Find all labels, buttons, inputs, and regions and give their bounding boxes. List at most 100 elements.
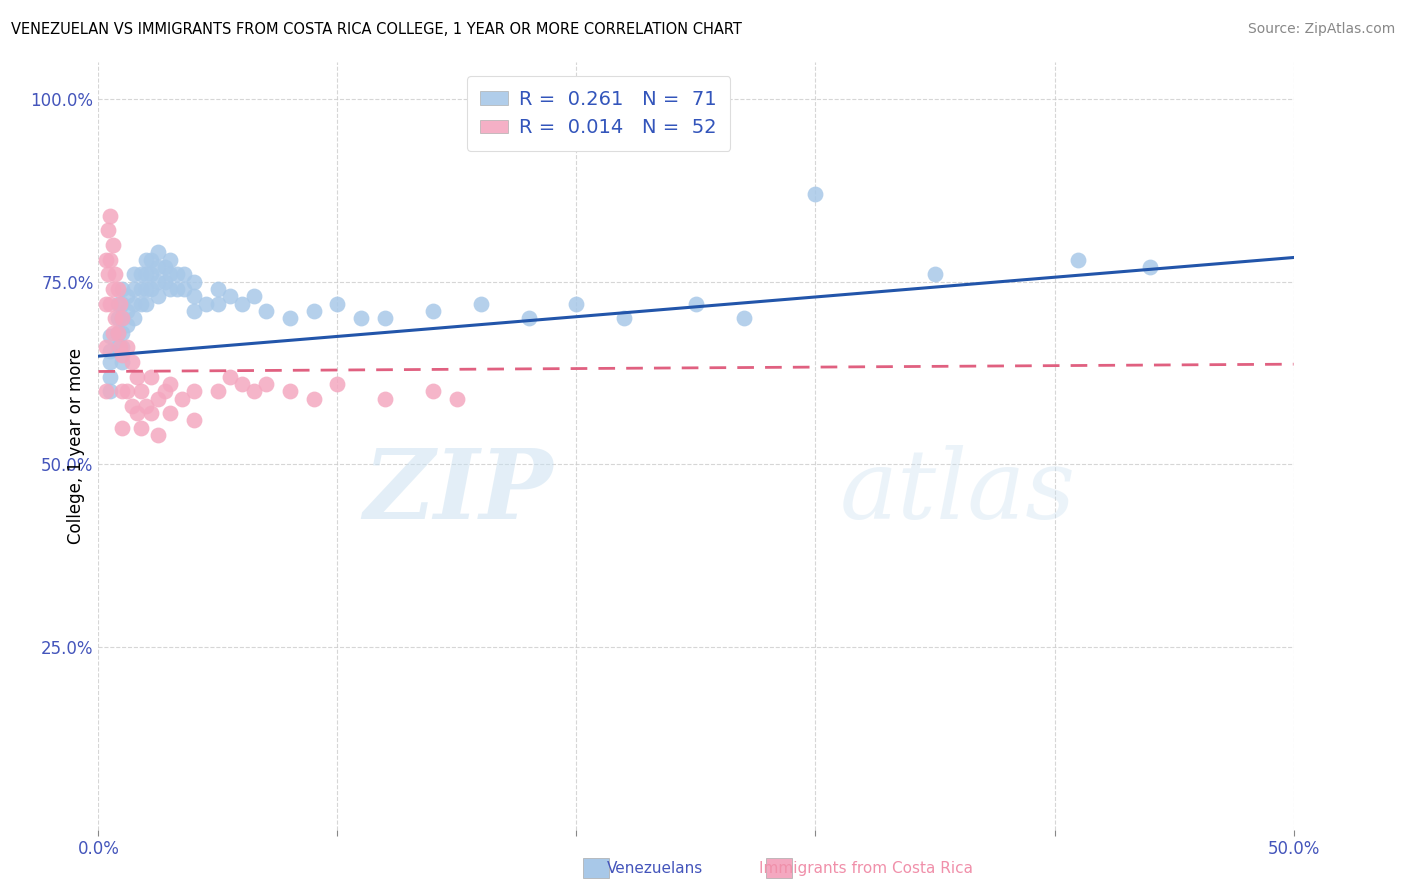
Point	[108, 296, 131, 310]
Point	[139, 369, 162, 384]
Text: atlas: atlas	[839, 445, 1076, 539]
Point	[254, 303, 277, 318]
Point	[125, 369, 148, 384]
Point	[326, 376, 349, 391]
Point	[115, 289, 138, 303]
Point	[135, 399, 157, 413]
Point	[111, 311, 134, 326]
Point	[139, 282, 162, 296]
Point	[1139, 260, 1161, 274]
Point	[101, 326, 124, 340]
Point	[107, 326, 129, 340]
Point	[107, 282, 129, 296]
Point	[115, 384, 138, 399]
Point	[124, 282, 146, 296]
Point	[278, 311, 301, 326]
Point	[107, 311, 129, 326]
Point	[685, 296, 707, 310]
Point	[115, 303, 138, 318]
Point	[139, 252, 162, 267]
Point	[207, 384, 229, 399]
Point	[159, 376, 181, 391]
Point	[139, 268, 162, 282]
Point	[219, 289, 242, 303]
Point	[183, 303, 205, 318]
Point	[104, 268, 127, 282]
Point	[278, 384, 301, 399]
Point	[148, 289, 170, 303]
Point	[183, 289, 205, 303]
Point	[207, 282, 229, 296]
Point	[135, 296, 157, 310]
Point	[207, 296, 229, 310]
Point	[131, 296, 153, 310]
Point	[148, 245, 170, 260]
Point	[374, 311, 396, 326]
Point	[101, 238, 124, 252]
Point	[804, 186, 827, 201]
Point	[148, 428, 170, 442]
Point	[94, 296, 117, 310]
Point	[108, 340, 131, 354]
Text: Venezuelans: Venezuelans	[607, 861, 703, 876]
Point	[104, 311, 127, 326]
Point	[243, 289, 266, 303]
Point	[135, 268, 157, 282]
Point	[183, 413, 205, 427]
Point	[97, 268, 120, 282]
Bar	[766, 858, 792, 878]
Legend: R =  0.261   N =  71, R =  0.014   N =  52: R = 0.261 N = 71, R = 0.014 N = 52	[467, 76, 730, 151]
Point	[111, 296, 134, 310]
Text: VENEZUELAN VS IMMIGRANTS FROM COSTA RICA COLLEGE, 1 YEAR OR MORE CORRELATION CHA: VENEZUELAN VS IMMIGRANTS FROM COSTA RICA…	[11, 22, 742, 37]
Point	[159, 268, 181, 282]
Point	[121, 399, 143, 413]
Point	[98, 369, 122, 384]
Point	[517, 311, 540, 326]
Point	[131, 268, 153, 282]
Point	[101, 282, 124, 296]
Point	[243, 384, 266, 399]
Point	[350, 311, 373, 326]
Point	[159, 252, 181, 267]
Point	[111, 282, 134, 296]
Point	[135, 282, 157, 296]
Point	[148, 392, 170, 406]
Point	[254, 376, 277, 391]
Point	[94, 252, 117, 267]
Point	[183, 275, 205, 289]
Point	[422, 303, 444, 318]
Point	[148, 260, 170, 274]
Point	[166, 282, 188, 296]
Point	[159, 406, 181, 420]
Point	[173, 282, 195, 296]
Text: ZIP: ZIP	[363, 445, 553, 539]
Point	[195, 296, 218, 310]
Point	[98, 252, 122, 267]
Point	[124, 311, 146, 326]
Point	[302, 303, 325, 318]
Point	[159, 282, 181, 296]
Point	[115, 340, 138, 354]
Point	[155, 384, 177, 399]
Point	[125, 406, 148, 420]
Point	[613, 311, 636, 326]
Point	[135, 252, 157, 267]
Point	[172, 392, 194, 406]
Point	[107, 340, 129, 354]
Point	[302, 392, 325, 406]
Point	[111, 311, 134, 326]
Point	[131, 384, 153, 399]
Point	[94, 340, 117, 354]
Point	[470, 296, 492, 310]
Text: Immigrants from Costa Rica: Immigrants from Costa Rica	[759, 861, 973, 876]
Point	[219, 369, 242, 384]
Point	[565, 296, 588, 310]
Point	[139, 406, 162, 420]
Point	[97, 223, 120, 237]
Point	[924, 268, 946, 282]
Point	[124, 296, 146, 310]
Point	[183, 384, 205, 399]
Point	[115, 318, 138, 333]
Point	[131, 282, 153, 296]
Point	[111, 384, 134, 399]
